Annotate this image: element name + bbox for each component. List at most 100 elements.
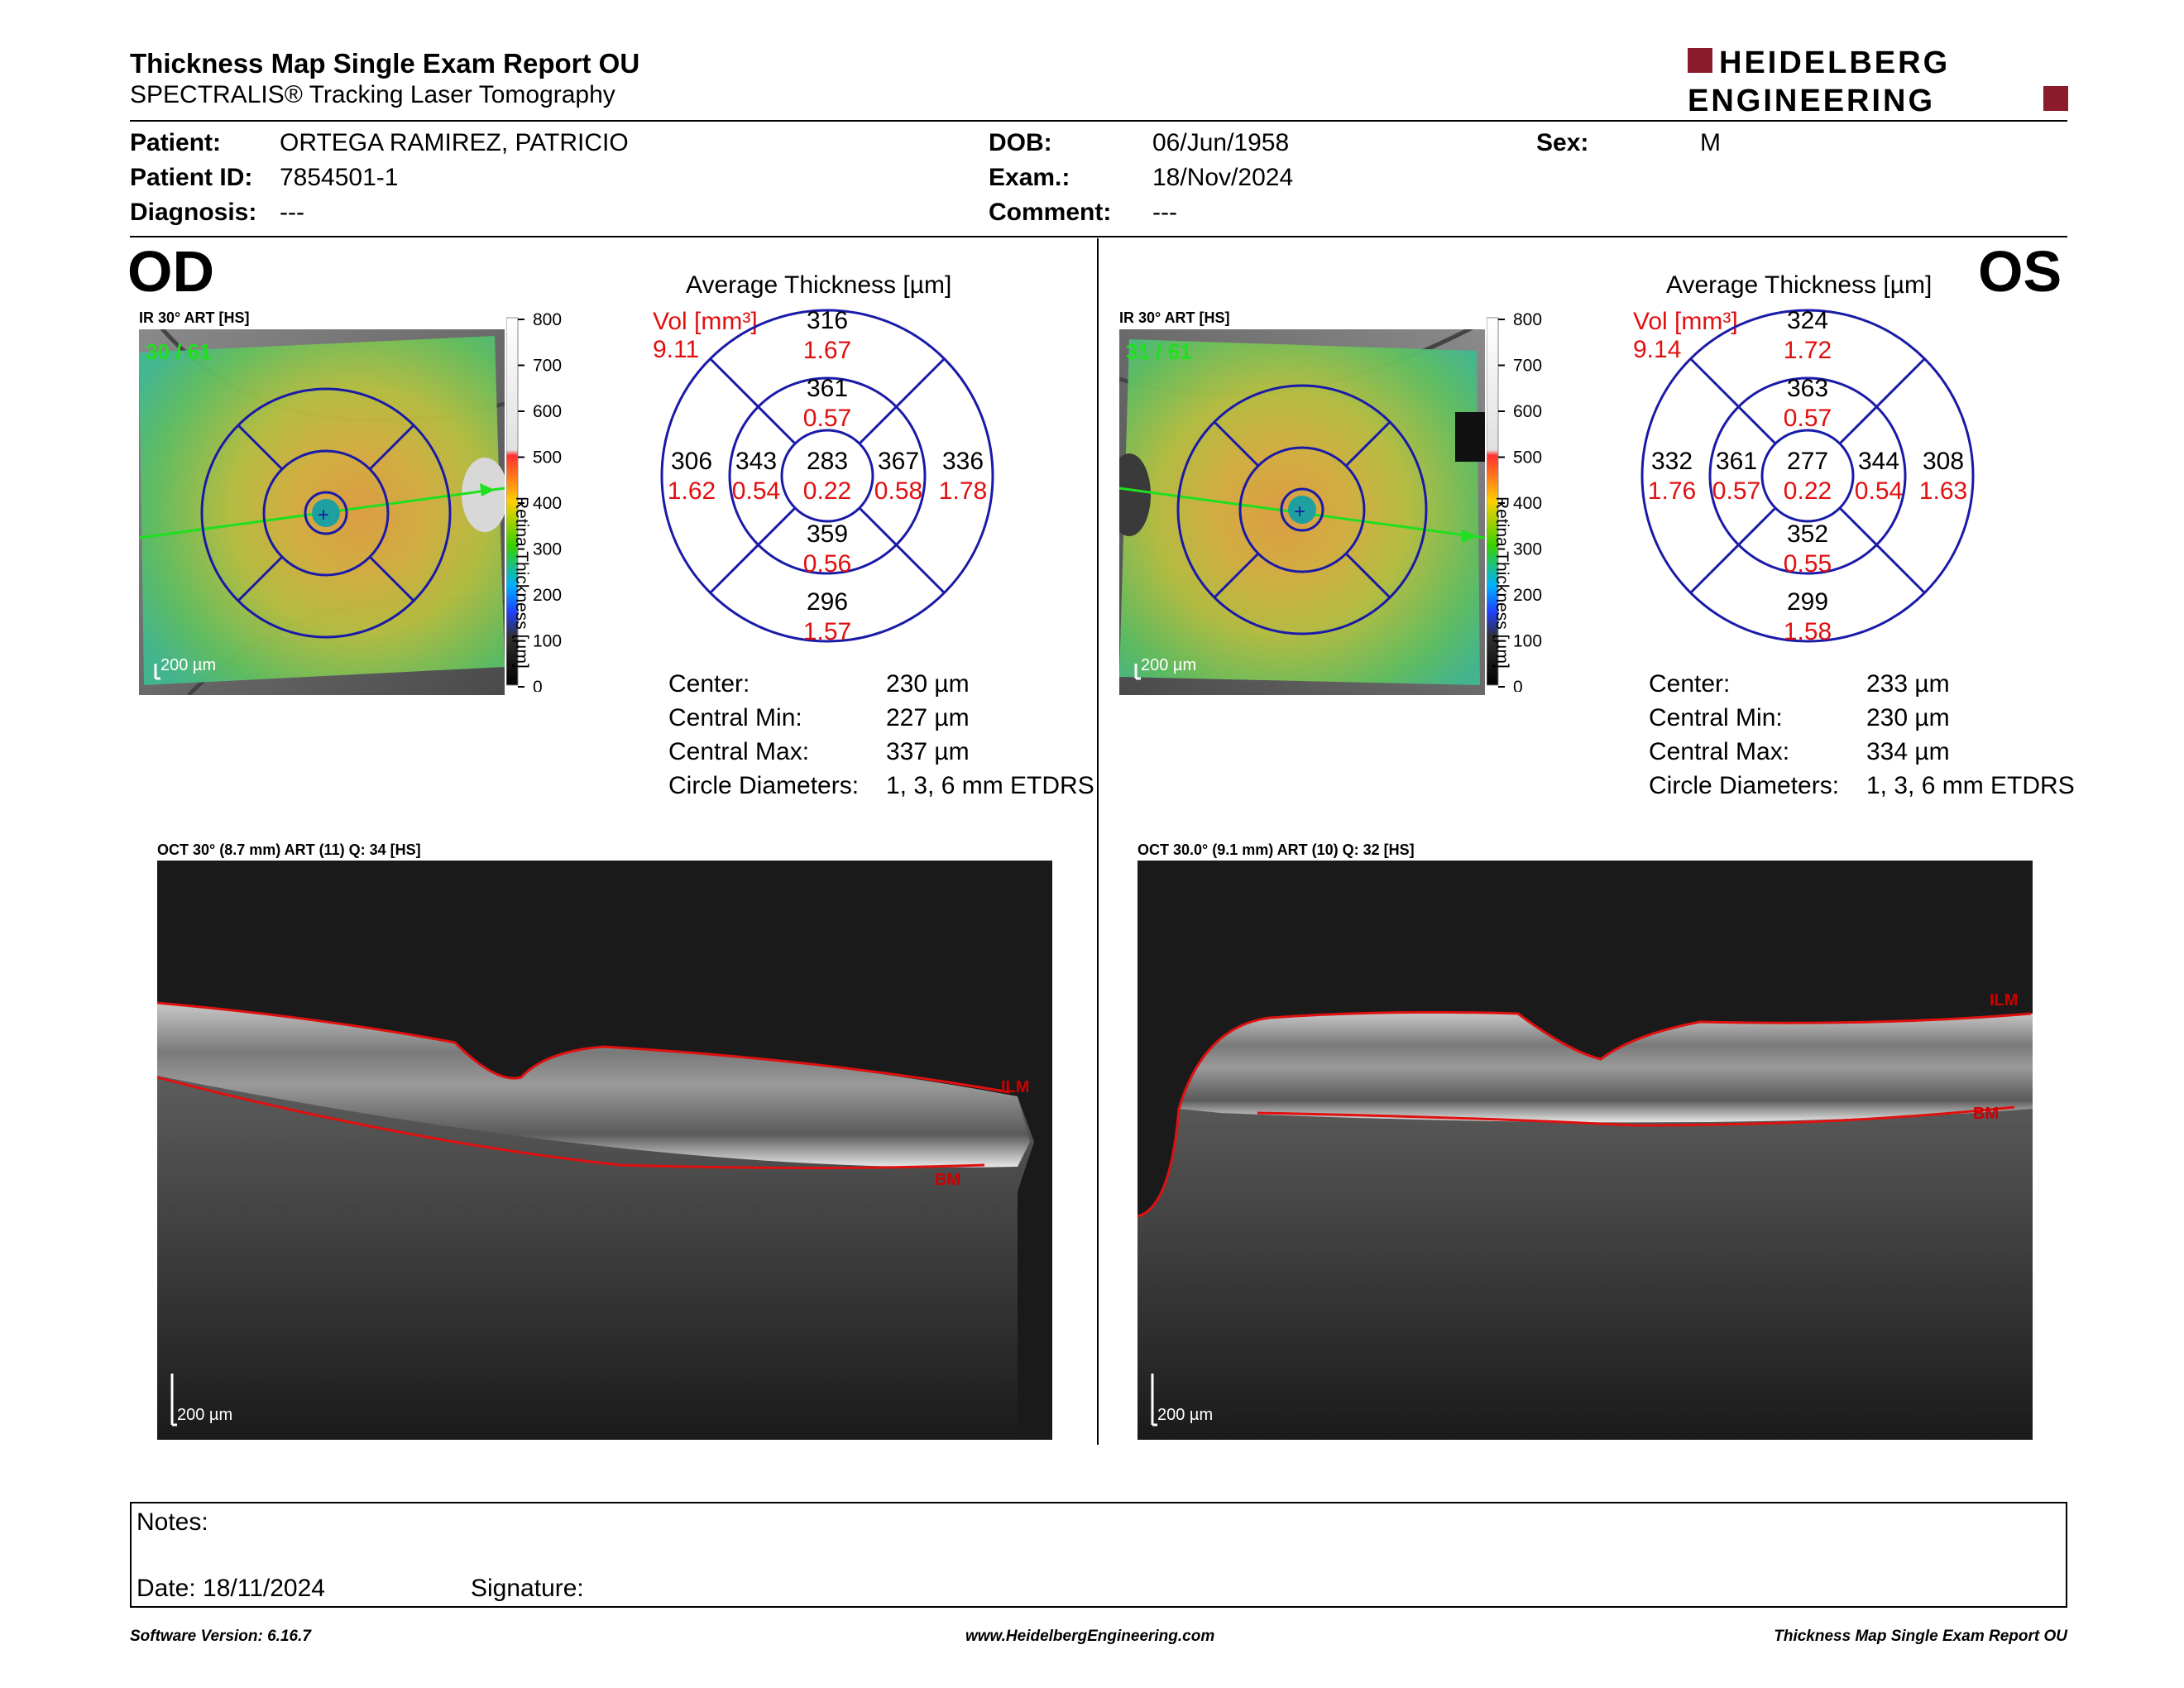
od-thickness-scale: 800 700 600 500 400 300 200 100 0 [506, 311, 562, 692]
scale-tick-label: 0 [1513, 678, 1523, 692]
os-stat-label: Circle Diameters: [1649, 772, 1840, 799]
report-title: Thickness Map Single Exam Report OU [130, 48, 640, 79]
sector-volume: 0.54 [1854, 477, 1904, 505]
sector-thickness: 336 [941, 448, 984, 475]
svg-text:200 µm: 200 µm [1141, 656, 1196, 674]
sector-volume: 1.57 [802, 618, 852, 645]
os-avg-title: Average Thickness [µm] [1666, 271, 1933, 299]
os-sector-inner-right: 344 0.54 [1846, 447, 1912, 506]
scale-tick-label: 500 [1513, 448, 1542, 468]
website-link[interactable]: www.HeidelbergEngineering.com [965, 1628, 1215, 1645]
svg-text:200 µm: 200 µm [160, 656, 216, 674]
os-sector-center: 277 0.22 [1774, 447, 1841, 506]
comment-label: Comment: [989, 199, 1112, 226]
os-scale-axis-label: Retina Thickness [µm] [1492, 496, 1511, 669]
sector-thickness: 316 [806, 307, 849, 334]
scale-tick-label: 500 [533, 448, 562, 468]
svg-text:ILM: ILM [1001, 1078, 1029, 1096]
svg-text:ILM: ILM [1990, 991, 2018, 1009]
od-sector-outer-sup: 316 1.67 [794, 306, 860, 366]
sector-volume: 0.55 [1783, 550, 1832, 578]
sector-volume: 0.57 [1783, 405, 1832, 432]
od-oct-label: OCT 30° (8.7 mm) ART (11) Q: 34 [HS] [157, 842, 421, 858]
scale-tick-label: 200 [533, 586, 562, 605]
os-sector-outer-inf: 299 1.58 [1774, 587, 1841, 647]
od-vol-label: Vol [mm³] [653, 308, 758, 335]
svg-text:+: + [318, 504, 329, 526]
sector-thickness: 299 [1786, 588, 1829, 616]
svg-text:200 µm: 200 µm [177, 1406, 232, 1424]
svg-text:HEIDELBERG: HEIDELBERG [1719, 46, 1950, 80]
os-stat-value: 334 µm [1866, 738, 1950, 765]
sector-thickness: 332 [1650, 448, 1693, 475]
scale-tick-label: 800 [1513, 311, 1542, 329]
sex-value: M [1700, 129, 1721, 156]
comment-value: --- [1152, 199, 1177, 226]
patient-name: ORTEGA RAMIREZ, PATRICIO [280, 129, 629, 156]
notes-box: Notes: Date: 18/11/2024 Signature: [130, 1502, 2067, 1608]
date-label: Date: 18/11/2024 [136, 1575, 325, 1602]
dob-value: 06/Jun/1958 [1152, 129, 1290, 156]
scale-tick-label: 700 [533, 357, 562, 376]
scale-tick-label: 600 [533, 402, 562, 421]
od-sector-inner-sup: 361 0.57 [794, 374, 860, 434]
sector-thickness: 363 [1786, 375, 1829, 402]
os-vol-value: 9.14 [1633, 336, 1682, 363]
od-oct-bscan: ILM BM 200 µm [157, 861, 1052, 1440]
os-sector-inner-inf: 352 0.55 [1774, 520, 1841, 579]
os-stat-value: 233 µm [1866, 670, 1950, 698]
heidelberg-logo: HEIDELBERG ENGINEERING [1688, 46, 2068, 116]
sector-thickness: 296 [806, 588, 849, 616]
os-oct-label: OCT 30.0° (9.1 mm) ART (10) Q: 32 [HS] [1138, 842, 1415, 858]
sector-volume: 0.57 [802, 405, 852, 432]
sector-thickness: 306 [670, 448, 713, 475]
scale-tick-label: 600 [1513, 402, 1542, 421]
diagnosis-label: Diagnosis: [130, 199, 257, 226]
patient-id-label: Patient ID: [130, 164, 253, 191]
sector-thickness: 361 [806, 375, 849, 402]
scale-tick-label: 0 [533, 678, 543, 692]
od-stat-label: Central Min: [668, 704, 802, 731]
os-ir-label: IR 30° ART [HS] [1119, 309, 1230, 326]
od-stat-value: 230 µm [886, 670, 970, 698]
exam-value: 18/Nov/2024 [1152, 164, 1294, 191]
os-thickness-scale: 800 700 600 500 400 300 200 100 0 [1487, 311, 1542, 692]
od-eye-label: OD [127, 239, 214, 304]
scale-tick-label: 300 [1513, 540, 1542, 559]
od-sector-outer-left: 306 1.62 [659, 447, 725, 506]
od-etdrs-grid [660, 309, 994, 643]
sector-thickness: 367 [877, 448, 920, 475]
scale-tick-label: 800 [533, 311, 562, 329]
sector-thickness: 361 [1715, 448, 1758, 475]
od-sector-outer-inf: 296 1.57 [794, 587, 860, 647]
od-stat-label: Circle Diameters: [668, 772, 860, 799]
svg-text:31 / 61: 31 / 61 [1126, 339, 1192, 364]
sector-volume: 0.22 [1783, 477, 1832, 505]
os-stat-label: Central Max: [1649, 738, 1790, 765]
os-fundus-map: + 31 / 61 200 µm [1119, 329, 1485, 695]
os-stat-label: Center: [1649, 670, 1731, 698]
sector-volume: 1.78 [938, 477, 988, 505]
od-sector-inner-inf: 359 0.56 [794, 520, 860, 579]
os-etdrs-grid [1640, 309, 1975, 643]
os-stat-label: Central Min: [1649, 704, 1783, 731]
sector-thickness: 359 [806, 520, 849, 548]
sector-volume: 0.57 [1712, 477, 1761, 505]
software-version: Software Version: 6.16.7 [130, 1628, 311, 1645]
header-rule [130, 120, 2067, 122]
os-eye-label: OS [1978, 239, 2062, 304]
sector-thickness: 283 [806, 448, 849, 475]
od-avg-title: Average Thickness [µm] [686, 271, 952, 299]
sector-thickness: 352 [1786, 520, 1829, 548]
sector-volume: 0.54 [731, 477, 781, 505]
sector-thickness: 324 [1786, 307, 1829, 334]
sector-thickness: 344 [1857, 448, 1900, 475]
sector-volume: 1.58 [1783, 618, 1832, 645]
sector-thickness: 277 [1786, 448, 1829, 475]
os-vol-label: Vol [mm³] [1633, 308, 1738, 335]
sector-volume: 0.22 [802, 477, 852, 505]
os-sector-inner-sup: 363 0.57 [1774, 374, 1841, 434]
od-stat-value: 337 µm [886, 738, 970, 765]
scale-tick-label: 100 [1513, 632, 1542, 651]
signature-label: Signature: [471, 1575, 584, 1602]
